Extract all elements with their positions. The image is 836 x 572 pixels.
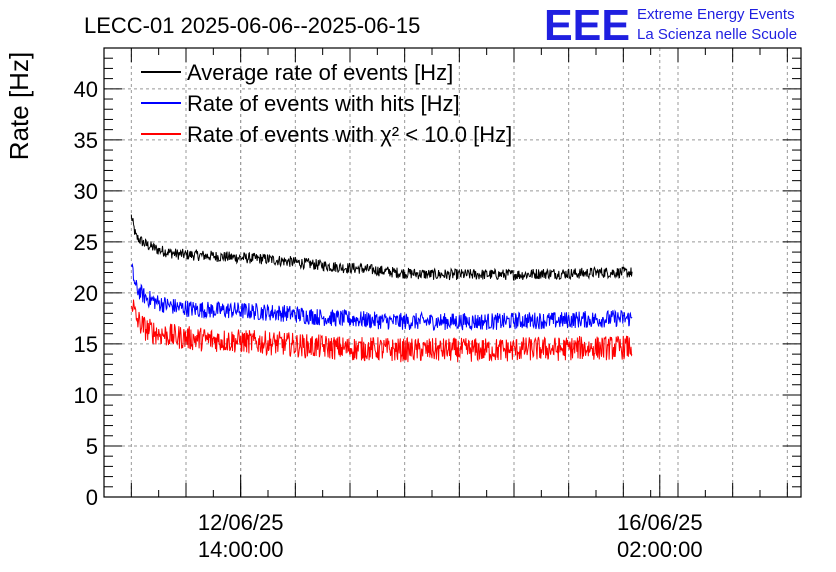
y-tick-label: 35 xyxy=(74,128,98,153)
legend-label-hits: Rate of events with hits [Hz] xyxy=(187,91,460,116)
plot-frame xyxy=(103,47,802,498)
x-tick-label-date: 16/06/25 xyxy=(617,510,703,535)
legend-label-average: Average rate of events [Hz] xyxy=(187,60,453,85)
series-lines xyxy=(130,214,633,363)
y-tick-label: 5 xyxy=(86,434,98,459)
y-tick-label: 10 xyxy=(74,383,98,408)
legend-label-chi2: Rate of events with χ² < 10.0 [Hz] xyxy=(187,122,512,147)
chart-title: LECC-01 2025-06-06--2025-06-15 xyxy=(84,13,420,38)
axes xyxy=(103,47,802,498)
y-tick-label: 0 xyxy=(86,485,98,510)
x-tick-label-time: 02:00:00 xyxy=(617,537,703,562)
y-tick-label: 30 xyxy=(74,179,98,204)
eee-logo: EEE xyxy=(544,1,630,50)
legend: Average rate of events [Hz] Rate of event… xyxy=(141,60,512,147)
series-line-average xyxy=(130,214,633,281)
y-tick-label: 25 xyxy=(74,230,98,255)
y-axis-label: Rate [Hz] xyxy=(4,52,34,160)
x-tick-label-time: 14:00:00 xyxy=(198,537,284,562)
series-line-chi2 xyxy=(130,299,633,363)
y-tick-label: 20 xyxy=(74,281,98,306)
eee-logo-line1: Extreme Energy Events xyxy=(637,6,795,23)
y-tick-label: 40 xyxy=(74,77,98,102)
y-tick-label: 15 xyxy=(74,332,98,357)
eee-logo-line2: La Scienza nelle Scuole xyxy=(637,26,797,43)
series-line-hits xyxy=(130,262,633,331)
x-tick-label-date: 12/06/25 xyxy=(198,510,284,535)
